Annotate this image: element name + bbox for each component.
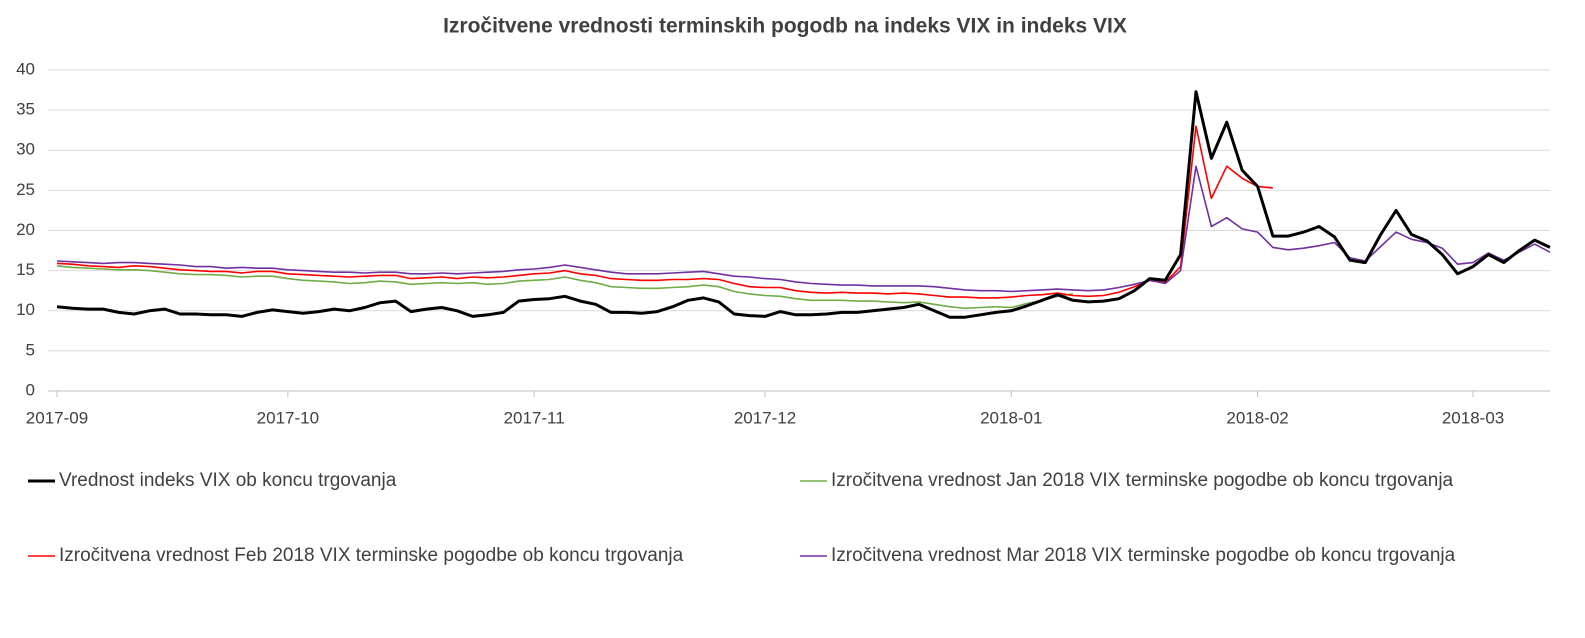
x-tick-label: 2017-11 (504, 408, 565, 427)
y-tick-label: 15 (16, 260, 35, 279)
series-line (56, 265, 1074, 310)
chart-title: Izročitvene vrednosti terminskih pogodb … (443, 15, 1127, 38)
legend-label: Izročitvena vrednost Mar 2018 VIX termin… (831, 545, 1456, 566)
legend-label: Izročitvena vrednost Jan 2018 VIX termin… (831, 470, 1454, 491)
y-tick-label: 40 (16, 59, 35, 78)
y-tick-label: 0 (26, 380, 35, 399)
y-tick-label: 20 (16, 220, 35, 239)
x-tick-label: 2017-12 (734, 408, 796, 427)
series-line (56, 165, 1551, 293)
x-tick-label: 2018-03 (1442, 408, 1504, 427)
y-tick-label: 35 (16, 100, 35, 119)
x-tick-label: 2017-10 (257, 408, 319, 427)
x-tick-label: 2018-02 (1226, 408, 1288, 427)
y-tick-label: 10 (16, 300, 35, 319)
x-tick-label: 2018-01 (980, 408, 1042, 427)
x-tick-label: 2017-09 (26, 408, 88, 427)
series-line (56, 125, 1273, 299)
legend-label: Izročitvena vrednost Feb 2018 VIX termin… (59, 545, 684, 566)
y-tick-label: 30 (16, 140, 35, 159)
y-tick-label: 25 (16, 180, 35, 199)
series-line (56, 90, 1551, 319)
legend-label: Vrednost indeks VIX ob koncu trgovanja (59, 470, 397, 491)
y-tick-label: 5 (26, 340, 35, 359)
